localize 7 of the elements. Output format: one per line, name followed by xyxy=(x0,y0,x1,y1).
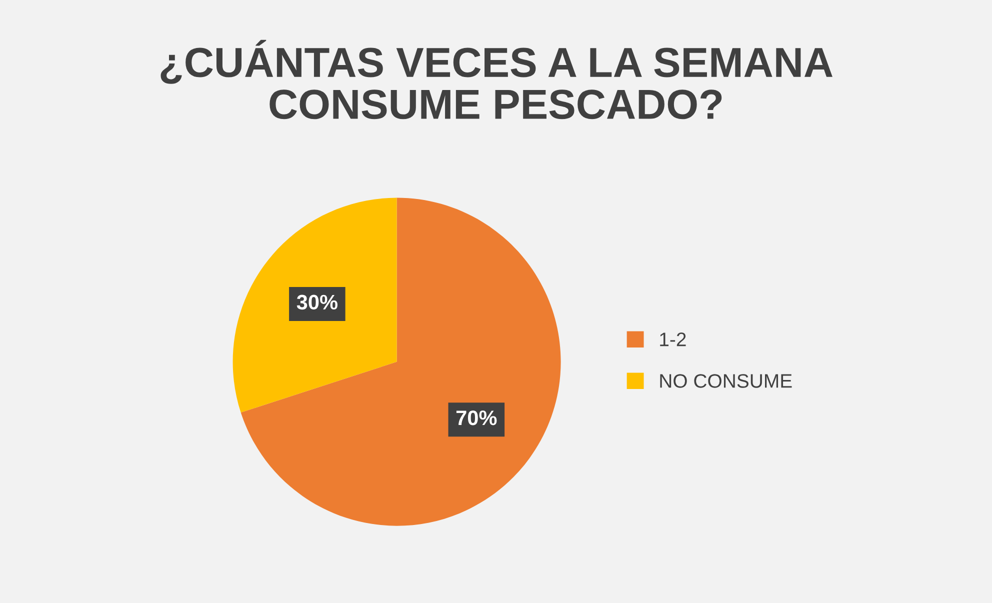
legend-label: 1-2 xyxy=(660,332,686,346)
data-label: 70% xyxy=(456,410,497,426)
legend-label: NO CONSUME xyxy=(660,374,792,388)
data-label: 30% xyxy=(296,294,338,310)
pie-slice xyxy=(232,198,397,412)
pie-slice xyxy=(240,198,561,526)
chart-title: ¿CUÁNTAS VECES A LA SEMANA CONSUME PESCADO? xyxy=(160,40,832,120)
